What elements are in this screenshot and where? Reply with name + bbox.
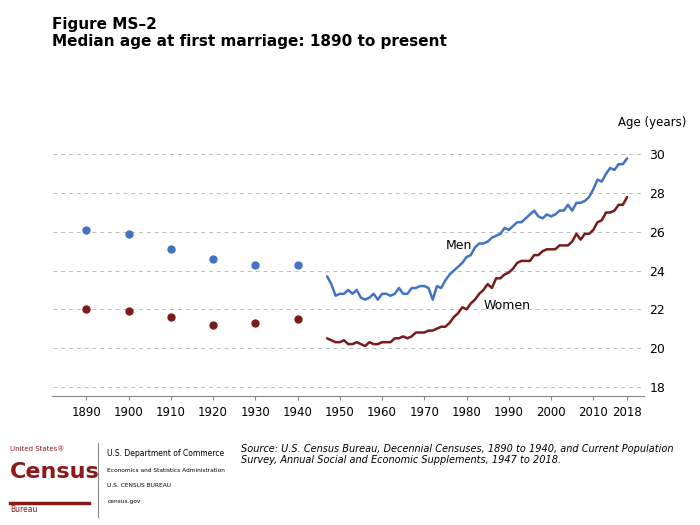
Text: U.S. Department of Commerce: U.S. Department of Commerce <box>107 449 225 458</box>
Text: Census: Census <box>10 462 100 482</box>
Text: Women: Women <box>484 299 531 312</box>
Text: Men: Men <box>445 239 472 252</box>
Text: U.S. CENSUS BUREAU: U.S. CENSUS BUREAU <box>107 484 172 488</box>
Text: census.gov: census.gov <box>107 499 141 504</box>
Text: Source: U.S. Census Bureau, Decennial Censuses, 1890 to 1940, and Current Popula: Source: U.S. Census Bureau, Decennial Ce… <box>241 444 674 465</box>
Text: Figure MS–2: Figure MS–2 <box>52 17 158 32</box>
Text: United States®: United States® <box>10 446 64 452</box>
Text: Economics and Statistics Administration: Economics and Statistics Administration <box>107 468 225 473</box>
Text: Median age at first marriage: 1890 to present: Median age at first marriage: 1890 to pr… <box>52 34 447 49</box>
Text: Bureau: Bureau <box>10 505 38 513</box>
Text: Age (years): Age (years) <box>617 116 686 129</box>
